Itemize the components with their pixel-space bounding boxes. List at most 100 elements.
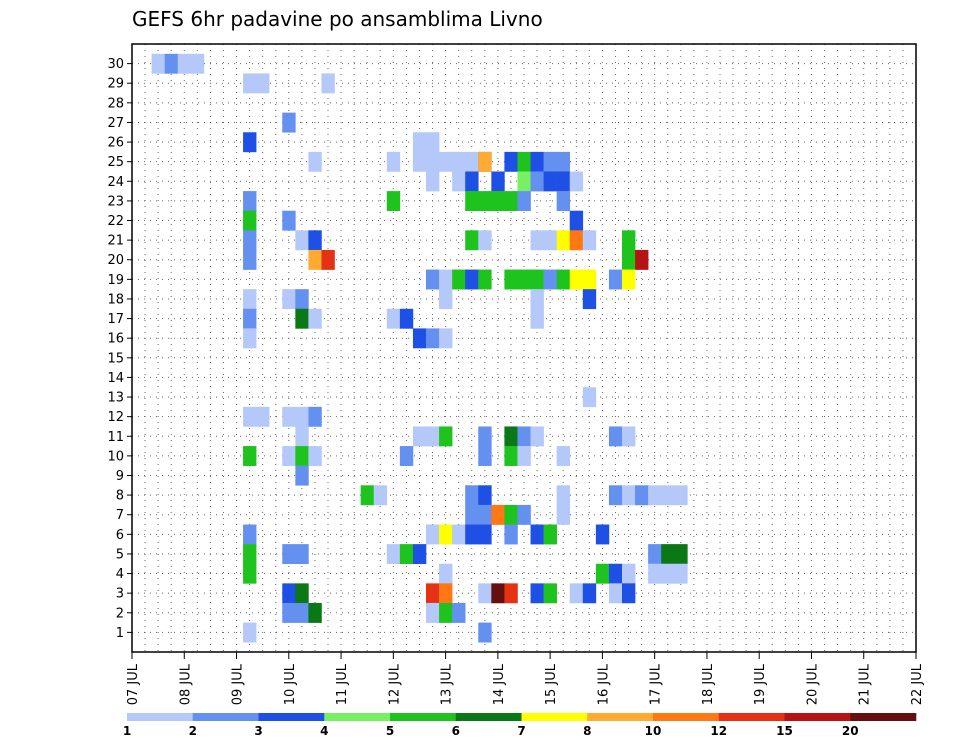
precip-cell xyxy=(295,544,309,565)
precip-cell xyxy=(543,583,557,604)
precip-cell xyxy=(582,289,597,310)
precip-cell xyxy=(426,151,440,172)
precip-cell xyxy=(243,230,257,251)
chart-title: GEFS 6hr padavine po ansamblima Livno xyxy=(132,7,543,31)
precip-cell xyxy=(282,289,296,310)
precip-cell xyxy=(465,504,479,525)
precip-cell xyxy=(569,269,584,290)
precip-cell xyxy=(491,171,505,192)
precip-cell xyxy=(465,191,479,212)
precip-cell xyxy=(439,151,453,172)
precip-cell xyxy=(282,544,296,565)
precip-cell xyxy=(465,524,479,545)
precip-cell xyxy=(295,446,309,466)
precip-cell xyxy=(412,151,427,172)
precip-cell xyxy=(504,426,518,447)
x-tick-label: 07 JUL xyxy=(126,663,141,705)
precip-cell xyxy=(530,308,544,329)
precip-cell xyxy=(243,191,257,212)
x-tick-label: 09 JUL xyxy=(231,663,246,705)
y-tick-label: 24 xyxy=(107,175,124,190)
y-tick-label: 26 xyxy=(107,136,124,151)
precip-cell xyxy=(608,426,623,447)
colorbar-label: 15 xyxy=(776,724,793,738)
precip-cell xyxy=(295,289,309,310)
x-tick-label: 14 JUL xyxy=(492,663,507,705)
precip-cell xyxy=(243,524,257,545)
precip-cell xyxy=(530,230,544,251)
precip-cell xyxy=(439,426,453,447)
precip-cell xyxy=(517,426,531,447)
precip-cell xyxy=(426,583,440,604)
precip-cell xyxy=(439,524,453,545)
precip-cell xyxy=(478,191,492,212)
precip-cell xyxy=(556,269,571,290)
precip-cell xyxy=(530,524,544,545)
precip-cell xyxy=(282,210,296,231)
precip-cell xyxy=(504,191,518,212)
precip-cell xyxy=(543,230,557,251)
precip-cell xyxy=(426,269,440,290)
precip-cell xyxy=(321,249,335,270)
precip-cell xyxy=(517,151,531,172)
colorbar-label: 2 xyxy=(189,724,197,738)
precip-cell xyxy=(452,269,466,290)
precip-cell xyxy=(243,210,257,231)
precip-cell xyxy=(635,249,649,270)
precip-cell xyxy=(412,328,427,349)
precip-cell xyxy=(504,446,518,466)
x-tick-label: 10 JUL xyxy=(283,663,298,705)
precip-cell xyxy=(243,132,257,153)
y-tick-label: 9 xyxy=(116,469,124,484)
precip-cell xyxy=(243,249,257,270)
precip-cell xyxy=(556,171,571,192)
precip-cell xyxy=(569,171,584,192)
y-tick-label: 13 xyxy=(107,391,124,406)
precip-cell xyxy=(386,544,401,565)
precip-cell xyxy=(243,328,257,349)
colorbar-segment xyxy=(258,713,325,721)
precip-cell xyxy=(530,171,544,192)
y-tick-label: 5 xyxy=(116,547,124,562)
precip-cell xyxy=(622,583,636,604)
y-tick-label: 27 xyxy=(107,116,124,131)
y-tick-label: 30 xyxy=(107,57,124,72)
precip-cell xyxy=(517,191,531,212)
colorbar-label: 3 xyxy=(254,724,262,738)
colorbar-label: 5 xyxy=(386,724,394,738)
precip-cell xyxy=(478,446,492,466)
x-tick-label: 16 JUL xyxy=(596,663,611,705)
x-tick-label: 12 JUL xyxy=(387,663,402,705)
y-tick-label: 20 xyxy=(107,253,124,268)
precip-cell xyxy=(243,308,257,329)
y-tick-label: 29 xyxy=(107,77,124,92)
precip-cell xyxy=(504,151,518,172)
precip-cell xyxy=(243,563,257,584)
precip-cell xyxy=(556,504,571,525)
precip-cell xyxy=(608,485,623,506)
precip-cell xyxy=(478,583,492,604)
colorbar-segment xyxy=(784,713,851,721)
precip-cell xyxy=(295,465,309,486)
precip-cell xyxy=(177,53,192,74)
y-tick-label: 3 xyxy=(116,587,124,602)
colorbar-label: 1 xyxy=(123,724,131,738)
precip-cell xyxy=(282,583,296,604)
precip-cell xyxy=(530,426,544,447)
precip-cell xyxy=(648,563,662,584)
precip-cell xyxy=(674,485,688,506)
precip-cell xyxy=(478,230,492,251)
precip-cell xyxy=(478,622,492,643)
precip-cell xyxy=(622,269,636,290)
precip-cell xyxy=(478,426,492,447)
precip-cell xyxy=(243,446,257,466)
precip-cell xyxy=(465,151,479,172)
precip-cell xyxy=(556,485,571,506)
precip-cell xyxy=(426,132,440,153)
precip-cell xyxy=(412,544,427,565)
y-axis: 1234567891011121314151617181920212223242… xyxy=(107,57,132,641)
precip-cell xyxy=(465,230,479,251)
precip-cell xyxy=(635,485,649,506)
precip-cell xyxy=(517,504,531,525)
